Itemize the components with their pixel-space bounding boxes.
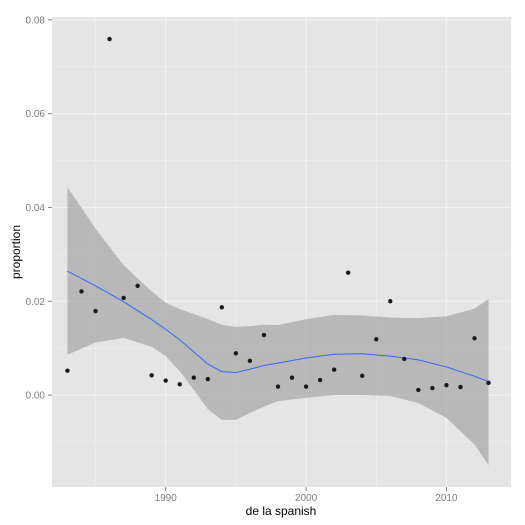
data-point — [191, 375, 196, 380]
x-tick-label: 2010 — [435, 493, 458, 504]
data-point — [107, 36, 112, 42]
data-point — [331, 367, 337, 372]
y-axis-ticks: 0.00 0.02 0.04 0.06 0.08 — [26, 15, 52, 402]
data-point — [79, 289, 84, 294]
data-point — [317, 377, 323, 383]
y-axis-title: proportion — [9, 225, 23, 279]
data-point — [247, 358, 253, 364]
data-point — [360, 373, 365, 379]
data-point — [374, 337, 379, 342]
data-point — [444, 383, 449, 388]
data-point — [416, 387, 421, 393]
y-tick-label: 0.02 — [26, 297, 46, 308]
x-axis-ticks: 1990 2000 2010 — [155, 487, 458, 504]
data-points — [65, 36, 491, 393]
data-point — [289, 375, 295, 380]
data-point — [472, 336, 477, 341]
x-tick-label: 2000 — [295, 493, 318, 504]
y-tick-label: 0.06 — [26, 109, 46, 120]
data-point — [93, 308, 98, 314]
data-point — [402, 356, 407, 362]
data-point — [303, 384, 309, 389]
data-point — [65, 368, 70, 373]
plot-panel — [52, 17, 511, 487]
data-point — [486, 380, 491, 386]
x-tick-label: 1990 — [155, 493, 178, 504]
data-point — [149, 373, 154, 378]
data-point — [345, 270, 351, 275]
data-point — [261, 332, 267, 338]
data-point — [135, 283, 140, 288]
data-point — [275, 384, 281, 389]
confidence-band — [67, 187, 489, 466]
data-point — [458, 384, 463, 390]
y-tick-label: 0.04 — [26, 203, 46, 214]
data-point — [219, 305, 225, 310]
data-point — [388, 299, 393, 304]
y-tick-label: 0.00 — [26, 391, 46, 402]
data-point — [233, 351, 239, 356]
x-axis-title: de la spanish — [246, 504, 317, 518]
data-point — [205, 376, 211, 382]
data-point — [163, 378, 168, 383]
minor-gridlines — [52, 17, 511, 487]
data-point — [177, 382, 182, 387]
data-point — [430, 385, 435, 391]
data-point — [121, 295, 126, 301]
smooth-trend-line — [67, 270, 489, 382]
y-tick-label: 0.08 — [26, 15, 46, 26]
